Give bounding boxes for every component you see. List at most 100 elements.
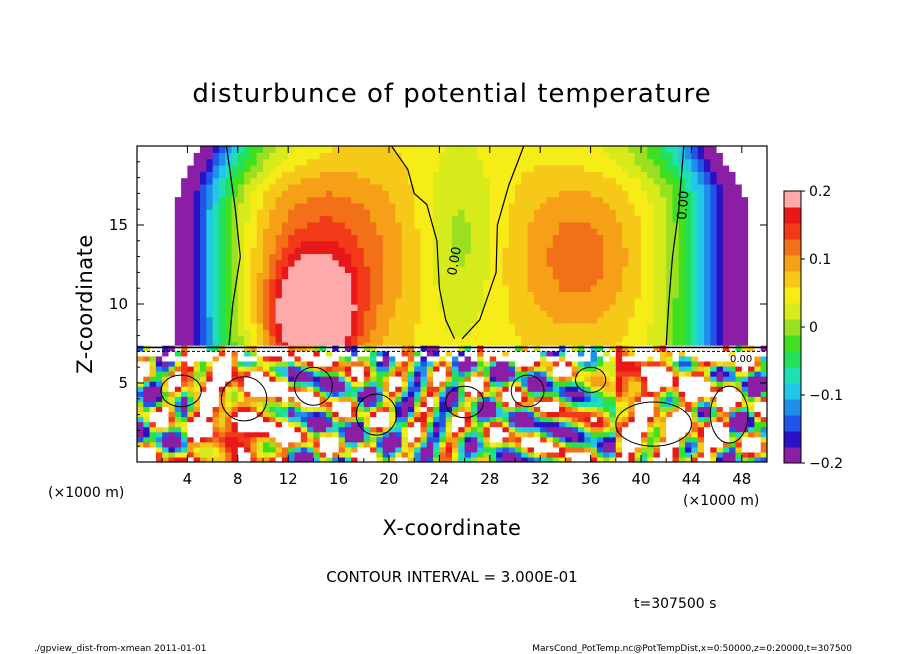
field-cell [269, 158, 277, 166]
field-cell [584, 345, 592, 352]
field-cell [464, 304, 472, 311]
field-cell [351, 247, 359, 255]
field-cell [212, 152, 220, 160]
field-cell [508, 291, 516, 299]
field-cell [338, 370, 346, 377]
field-cell [389, 391, 396, 397]
field-cell [414, 171, 422, 179]
field-cell [678, 190, 686, 198]
field-cell [546, 234, 554, 242]
field-cell [559, 436, 566, 443]
field-cell [533, 215, 541, 223]
field-cell [622, 266, 629, 273]
field-cell [155, 350, 163, 357]
field-cell [414, 316, 422, 324]
field-cell [275, 285, 283, 292]
field-cell [716, 272, 724, 280]
field-cell [578, 411, 585, 418]
field-cell [250, 196, 258, 204]
field-cell [351, 278, 359, 286]
field-cell [426, 196, 434, 204]
field-cell [458, 322, 466, 330]
field-cell [281, 406, 289, 413]
field-cell [155, 436, 163, 443]
field-cell [294, 329, 302, 337]
field-cell [155, 240, 163, 248]
field-cell [464, 406, 472, 413]
field-cell [546, 421, 554, 428]
field-cell [407, 322, 415, 330]
field-cell [729, 215, 737, 223]
field-cell [244, 285, 251, 292]
field-cell [735, 272, 743, 280]
field-cell [508, 341, 516, 349]
field-cell [256, 278, 264, 286]
field-cell [288, 259, 296, 267]
field-cell [578, 209, 585, 217]
field-cell [433, 411, 440, 418]
field-cell [294, 406, 302, 413]
field-cell [244, 376, 251, 382]
field-cell [565, 215, 573, 223]
field-cell [294, 396, 302, 402]
field-cell [313, 316, 321, 324]
field-cell [584, 391, 592, 397]
field-cell [162, 436, 170, 443]
field-cell [672, 240, 680, 248]
field-cell [678, 209, 686, 217]
field-cell [357, 436, 365, 443]
field-cell [407, 171, 415, 179]
field-cell [143, 406, 151, 413]
field-cell [332, 376, 340, 382]
field-cell [218, 240, 226, 248]
field-cell [527, 360, 535, 367]
field-cell [452, 259, 459, 267]
field-cell [565, 304, 573, 311]
field-cell [496, 304, 503, 311]
field-cell [439, 411, 447, 418]
field-cell [225, 285, 233, 292]
field-cell [382, 431, 390, 438]
field-cell [269, 431, 277, 438]
field-cell [445, 278, 453, 286]
field-cell [250, 253, 258, 261]
field-cell [590, 431, 598, 438]
field-cell [155, 171, 163, 179]
field-cell [389, 411, 396, 418]
field-cell [420, 350, 428, 357]
field-cell [357, 381, 365, 387]
field-cell [609, 259, 617, 267]
field-cell [634, 253, 642, 261]
field-cell [452, 441, 459, 448]
field-cell [741, 272, 749, 280]
field-cell [540, 421, 548, 428]
field-cell [174, 406, 182, 413]
field-cell [445, 152, 453, 160]
field-cell [168, 202, 176, 210]
field-cell [382, 451, 390, 458]
field-cell [313, 209, 321, 217]
field-cell [458, 240, 466, 248]
field-cell [433, 146, 440, 153]
field-cell [533, 253, 541, 261]
field-cell [376, 183, 384, 191]
field-cell [464, 355, 472, 362]
field-cell [294, 183, 302, 191]
field-cell [244, 436, 251, 443]
field-cell [590, 391, 598, 397]
field-cell [546, 297, 554, 305]
field-cell [584, 401, 592, 407]
field-cell [578, 177, 585, 185]
field-cell [565, 386, 573, 392]
field-cell [149, 365, 157, 372]
field-cell [200, 259, 207, 267]
field-cell [319, 360, 327, 367]
field-cell [212, 278, 220, 286]
field-cell [559, 240, 566, 248]
field-cell [445, 456, 453, 462]
field-cell [477, 416, 485, 423]
field-cell [344, 426, 352, 433]
field-cell [225, 436, 233, 443]
field-cell [552, 158, 560, 166]
field-cell [628, 291, 636, 299]
